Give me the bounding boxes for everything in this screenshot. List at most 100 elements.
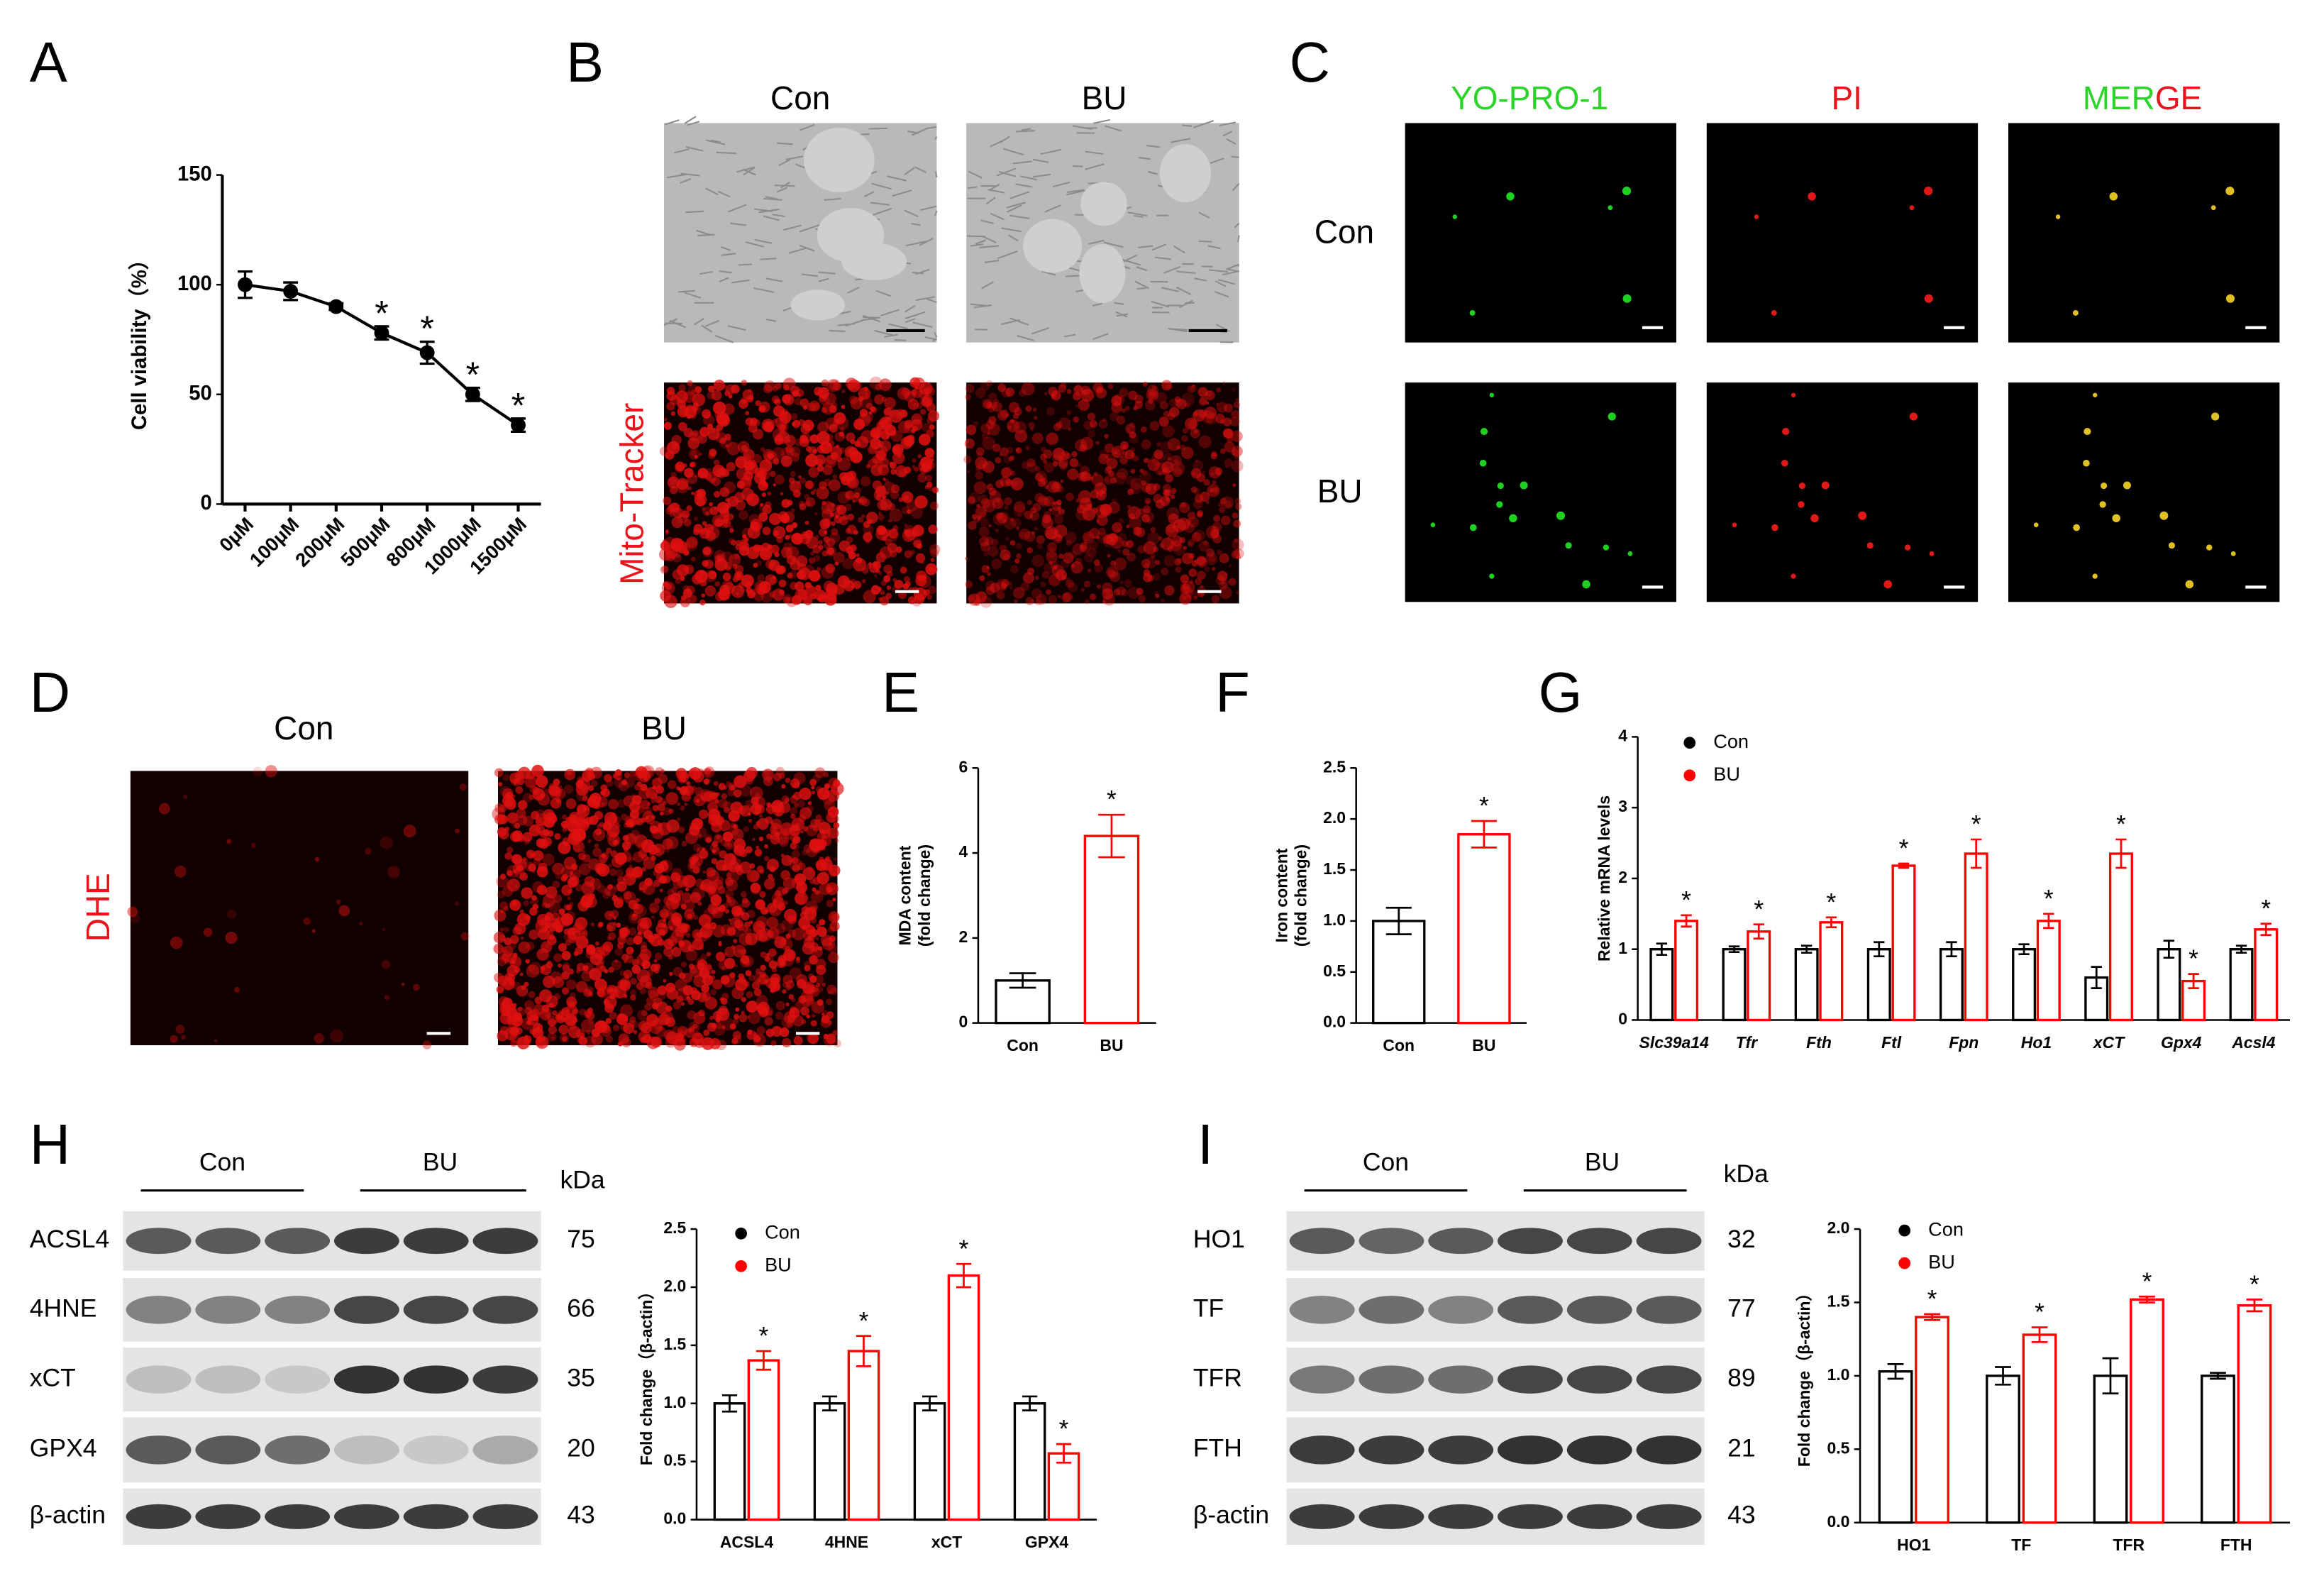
signal — [618, 1033, 629, 1045]
blot-band — [1498, 1504, 1563, 1529]
signal — [558, 963, 562, 968]
signal — [673, 878, 684, 889]
signal — [792, 857, 799, 864]
signal — [878, 597, 882, 601]
row-label: β-actin — [30, 1501, 106, 1529]
signal — [1044, 496, 1054, 507]
signal — [912, 465, 916, 468]
signal — [546, 995, 558, 1008]
signal — [699, 849, 709, 859]
signal — [764, 844, 769, 849]
signal — [890, 484, 900, 493]
signal — [929, 544, 941, 555]
signal — [787, 573, 793, 579]
signal — [629, 1016, 636, 1023]
signal — [792, 838, 798, 844]
signal — [553, 778, 560, 786]
signal — [756, 845, 760, 849]
y-tick-label: 0 — [1618, 1010, 1627, 1028]
signal — [1096, 519, 1100, 523]
signal — [684, 909, 695, 920]
signal — [726, 927, 736, 937]
significance: * — [1826, 888, 1836, 916]
signal — [174, 865, 187, 878]
x-tick-label: xCT — [2092, 1033, 2125, 1052]
signal — [796, 570, 806, 580]
signal — [1105, 566, 1119, 579]
signal — [565, 798, 577, 810]
signal — [513, 869, 517, 874]
signal — [736, 922, 745, 931]
signal — [1044, 485, 1049, 490]
signal — [546, 911, 553, 918]
cell — [1237, 235, 1240, 242]
signal — [1034, 527, 1039, 531]
signal — [768, 948, 777, 957]
cell — [1000, 319, 1021, 326]
signal — [670, 930, 684, 943]
cell — [1041, 270, 1056, 276]
signal — [526, 964, 540, 978]
signal — [782, 877, 796, 890]
signal — [454, 901, 459, 906]
signal — [772, 447, 785, 460]
signal — [499, 901, 509, 910]
signal — [250, 842, 256, 848]
signal — [314, 1033, 324, 1044]
signal — [504, 927, 509, 932]
signal — [975, 506, 987, 518]
cell — [970, 243, 984, 247]
signal — [1041, 571, 1050, 579]
kda-label: 43 — [1727, 1501, 1756, 1529]
cell — [1017, 335, 1034, 341]
signal — [612, 894, 616, 898]
signal — [609, 869, 617, 876]
signal — [1210, 452, 1218, 460]
signal — [730, 539, 737, 546]
signal — [712, 401, 726, 415]
signal — [703, 1029, 710, 1037]
cell-dot — [1608, 412, 1616, 421]
signal — [716, 1014, 722, 1020]
signal — [1095, 535, 1100, 540]
signal — [861, 476, 871, 487]
signal — [510, 778, 518, 786]
signal — [712, 979, 723, 990]
signal — [575, 883, 583, 892]
signal — [1197, 571, 1206, 580]
signal — [1150, 527, 1156, 533]
bar — [1674, 920, 1699, 1022]
signal — [547, 830, 554, 837]
signal — [799, 501, 805, 507]
y-axis-label: Iron content — [1272, 848, 1290, 942]
signal — [673, 1041, 677, 1045]
signal — [1024, 510, 1033, 519]
signal — [660, 912, 669, 920]
signal — [770, 544, 780, 554]
signal — [917, 473, 927, 483]
signal — [817, 999, 824, 1006]
x-tick-label: Fth — [1806, 1033, 1832, 1052]
signal — [829, 479, 841, 492]
signal — [1148, 399, 1153, 404]
signal — [1090, 420, 1097, 428]
cell-dot — [1791, 573, 1796, 579]
signal — [914, 466, 919, 472]
signal — [1027, 500, 1033, 505]
signal — [887, 502, 895, 511]
signal — [1031, 588, 1042, 599]
signal — [1190, 428, 1200, 439]
signal — [560, 913, 574, 926]
signal — [817, 431, 830, 445]
signal — [931, 458, 934, 462]
signal — [778, 589, 785, 595]
signal — [1035, 470, 1047, 483]
kda-label: 66 — [567, 1294, 594, 1322]
signal — [601, 1024, 611, 1034]
signal — [608, 913, 612, 917]
signal — [1055, 421, 1063, 429]
signal — [917, 454, 922, 458]
cell-dot — [2185, 580, 2194, 589]
signal — [821, 1010, 829, 1017]
cell-dot — [1622, 294, 1632, 303]
